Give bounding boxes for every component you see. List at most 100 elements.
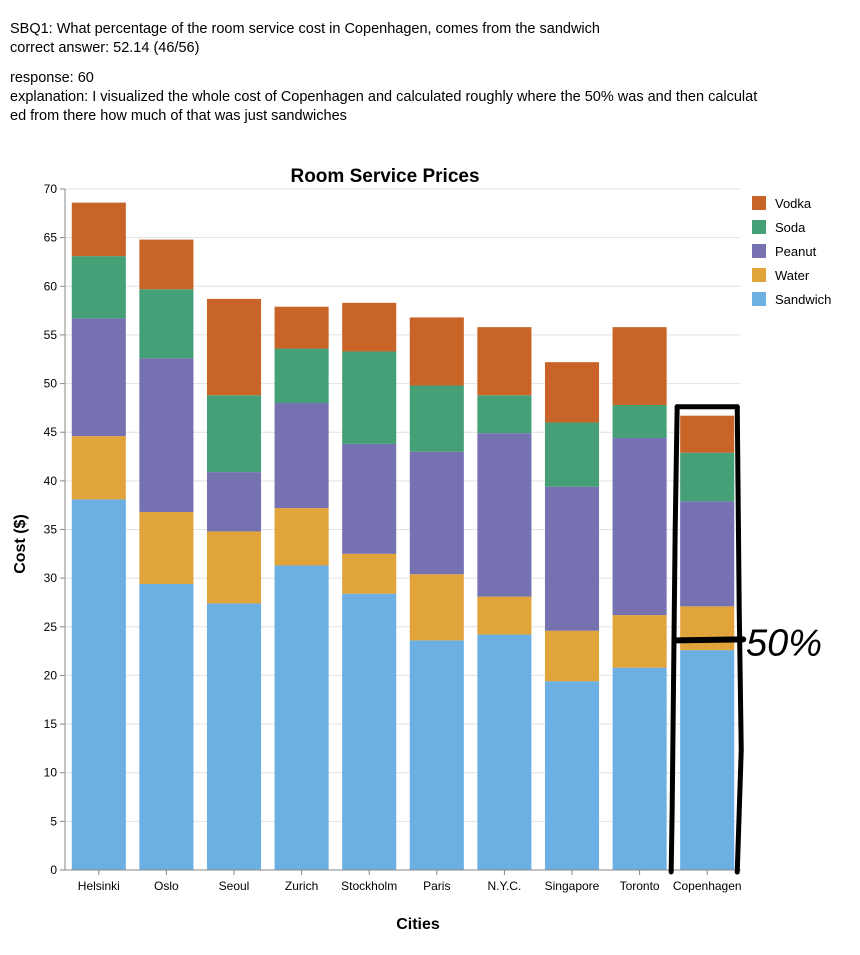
legend-swatch-sandwich	[752, 292, 766, 306]
response-text: response: 60	[10, 70, 94, 86]
y-tick-label: 60	[44, 279, 58, 293]
explanation-text-continued: ed from there how much of that was just …	[10, 108, 347, 124]
explanation-text: explanation: I visualized the whole cost…	[10, 89, 758, 105]
bar-segment-peanut	[71, 318, 126, 437]
bar-segment-sandwich	[544, 681, 600, 870]
bar-segment-sandwich	[139, 583, 194, 870]
y-tick-label: 10	[44, 766, 58, 780]
question-block: SBQ1: What percentage of the room servic…	[10, 20, 600, 58]
chart-title: Room Service Prices	[290, 166, 479, 187]
bar-segment-soda	[612, 404, 667, 439]
legend-label-sandwich: Sandwich	[775, 292, 831, 307]
bar-segment-soda	[206, 395, 262, 473]
annotation-half-label: 50%	[746, 622, 822, 664]
bar-segment-sandwich	[409, 640, 464, 870]
legend-label-soda: Soda	[775, 220, 806, 235]
bar-segment-sandwich	[680, 650, 735, 870]
y-tick-label: 55	[44, 328, 58, 342]
x-tick-label: Seoul	[219, 879, 250, 893]
bar-segment-peanut	[477, 433, 532, 597]
bar-segment-water	[274, 508, 329, 566]
legend-label-peanut: Peanut	[775, 244, 817, 259]
bar-segment-soda	[274, 348, 329, 404]
bar-segment-vodka	[612, 327, 667, 405]
y-tick-label: 30	[44, 571, 58, 585]
x-tick-label: Singapore	[545, 879, 600, 893]
x-tick-label: Toronto	[620, 879, 660, 893]
annotation-half-line	[673, 636, 747, 644]
legend-swatch-peanut	[752, 244, 766, 258]
bar-segment-water	[477, 596, 532, 635]
bar-segment-sandwich	[612, 667, 667, 870]
bar-segment-peanut	[206, 472, 262, 532]
x-tick-label: Paris	[423, 879, 450, 893]
y-tick-label: 20	[44, 668, 58, 682]
legend-swatch-vodka	[752, 196, 766, 210]
bar-segment-soda	[477, 395, 532, 434]
bar-segment-soda	[544, 422, 600, 487]
y-axis-title: Cost ($)	[12, 514, 29, 574]
bar-segment-soda	[342, 351, 397, 444]
bar-segment-vodka	[477, 327, 532, 396]
response-block: response: 60 explanation: I visualized t…	[10, 69, 855, 126]
bar-segment-sandwich	[342, 593, 397, 870]
y-tick-label: 15	[44, 717, 58, 731]
bar-segment-vodka	[680, 415, 735, 453]
bar-segment-peanut	[409, 451, 464, 575]
question-text: SBQ1: What percentage of the room servic…	[10, 21, 600, 37]
bar-segment-vodka	[409, 317, 464, 386]
bar-segment-sandwich	[71, 499, 126, 870]
y-tick-label: 0	[50, 863, 57, 877]
x-tick-label: Oslo	[154, 879, 179, 893]
bar-segment-water	[342, 553, 397, 594]
bar-segment-peanut	[274, 403, 329, 509]
bars-layer	[71, 202, 735, 870]
bar-segment-peanut	[342, 443, 397, 554]
bar-segment-water	[71, 436, 126, 500]
x-axis-title: Cities	[396, 916, 440, 933]
bar-segment-sandwich	[477, 634, 532, 870]
bar-segment-water	[680, 606, 735, 651]
y-tick-label: 35	[44, 523, 58, 537]
bar-segment-water	[544, 630, 600, 682]
bar-segment-peanut	[139, 358, 194, 512]
y-tick-label: 25	[44, 620, 58, 634]
hand-drawn-annotation: 50%	[668, 404, 822, 875]
bar-segment-vodka	[139, 239, 194, 290]
y-tick-label: 70	[44, 182, 58, 196]
bar-segment-soda	[139, 289, 194, 359]
bar-segment-water	[612, 615, 667, 668]
annotation-left-line	[668, 404, 680, 875]
x-tick-label: N.Y.C.	[488, 879, 522, 893]
bar-segment-vodka	[342, 302, 397, 352]
bar-segment-sandwich	[274, 565, 329, 870]
y-tick-label: 5	[50, 814, 57, 828]
bar-segment-water	[206, 531, 262, 604]
x-tick-label: Zurich	[285, 879, 318, 893]
legend-label-water: Water	[775, 268, 810, 283]
bar-segment-sandwich	[206, 603, 262, 870]
bar-segment-vodka	[274, 306, 329, 349]
y-tick-label: 65	[44, 231, 58, 245]
legend-label-vodka: Vodka	[775, 196, 812, 211]
annotation-right-line	[734, 404, 744, 875]
bar-segment-peanut	[544, 486, 600, 631]
legend-swatch-water	[752, 268, 766, 282]
bar-segment-peanut	[680, 501, 735, 607]
bar-segment-vodka	[206, 298, 262, 396]
x-tick-label: Stockholm	[341, 879, 397, 893]
y-tick-label: 50	[44, 377, 58, 391]
bar-segment-peanut	[612, 438, 667, 616]
x-tick-label: Helsinki	[78, 879, 120, 893]
bar-segment-vodka	[71, 202, 126, 257]
y-tick-label: 45	[44, 425, 58, 439]
x-tick-label: Copenhagen	[673, 879, 742, 893]
legend-swatch-soda	[752, 220, 766, 234]
correct-answer-text: correct answer: 52.14 (46/56)	[10, 40, 200, 56]
bar-segment-soda	[409, 385, 464, 452]
bar-segment-water	[139, 511, 194, 584]
axis-layer: 0 5 10 15 20 25 30 35 40 45 50 55 60 65 70 Helsinki Oslo…	[44, 182, 742, 893]
bar-segment-soda	[680, 452, 735, 502]
bar-segment-water	[409, 574, 464, 641]
